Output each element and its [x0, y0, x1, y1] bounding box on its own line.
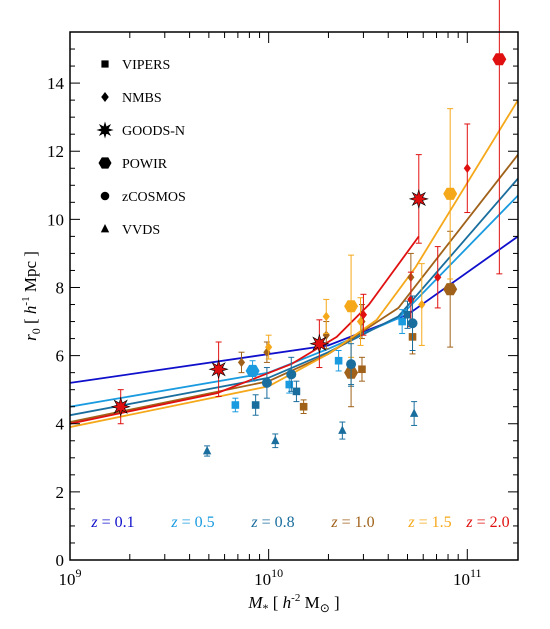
data-point-vipers [334, 356, 343, 365]
y-tick-label: 14 [47, 74, 65, 93]
data-point-nmbs [265, 342, 273, 352]
data-point-vipers [299, 402, 308, 411]
data-point-powir [344, 300, 359, 313]
axes-layer: 0 2 4 6 8 10 12 14 109 1010 1011 M* [ h-2 M⊙ ] r0 [ … [20, 31, 519, 615]
legend-label: VIPERS [122, 58, 170, 73]
plot-frame [69, 31, 519, 561]
data-point-powir [443, 283, 458, 296]
observations-layer [110, 0, 507, 457]
z-label: z = 0.1 [90, 514, 134, 531]
data-point-goods-n [208, 359, 229, 380]
z-label: z = 0.5 [170, 514, 214, 531]
data-point-vipers [231, 401, 240, 409]
data-point-vvds [202, 445, 212, 455]
data-point-vipers [403, 310, 412, 319]
legend-label: zCOSMOS [122, 190, 186, 205]
data-point-goods-n [309, 333, 330, 354]
y-axis-title: r0 [ h-1 Mpc ] [20, 251, 43, 341]
z-label: z = 2.0 [465, 514, 509, 531]
data-point-zcosmos [346, 359, 357, 370]
legend-label: GOODS-N [122, 124, 185, 139]
data-point-nmbs [434, 272, 442, 282]
x-tick-label: 109 [59, 566, 82, 589]
y-tick-label: 10 [47, 210, 64, 229]
legend-marker-goods-n [96, 121, 114, 139]
model-lines-layer [70, 99, 518, 428]
data-point-vipers [285, 380, 294, 389]
data-point-nmbs [359, 310, 368, 320]
legend-marker-nmbs [101, 92, 109, 102]
data-point-zcosmos [286, 369, 297, 380]
redshift-labels: z = 0.1 z = 0.5 z = 0.8 z = 1.0 z = 1.5 z = 2… [90, 514, 509, 531]
legend-marker-vipers [101, 60, 109, 68]
data-point-vipers [292, 387, 301, 396]
data-point-powir [492, 53, 507, 66]
data-point-powir [443, 187, 458, 200]
y-axis-title-group: r0 [ h-1 Mpc ] [20, 251, 43, 341]
data-point-vipers [358, 365, 366, 374]
data-point-nmbs [322, 311, 330, 322]
model-line-z-2-0 [70, 235, 420, 425]
model-line-z-1-5 [70, 99, 518, 428]
data-point-goods-n [110, 396, 131, 417]
data-point-vipers [251, 401, 260, 409]
legend-label: VVDS [122, 223, 160, 238]
y-tick-label: 4 [56, 415, 65, 434]
y-tick-label: 12 [47, 142, 64, 161]
data-point-zcosmos [261, 377, 272, 388]
y-tick-label: 0 [56, 551, 65, 570]
y-tick-label: 2 [56, 483, 65, 502]
z-label: z = 0.8 [250, 514, 294, 531]
z-label: z = 1.5 [407, 514, 451, 531]
z-label: z = 1.0 [330, 514, 374, 531]
x-tick-label: 1011 [453, 566, 482, 589]
data-point-nmbs [322, 330, 330, 340]
data-point-goods-n [408, 188, 429, 209]
y-tick-label: 8 [56, 278, 65, 297]
data-point-nmbs [418, 299, 426, 310]
data-point-vvds [271, 435, 280, 445]
legend: VIPERS NMBS GOODS-N POWIR zCOSMOS VVDS [96, 58, 186, 238]
legend-marker-vvds [100, 223, 110, 233]
data-point-vvds [409, 408, 419, 417]
x-axis-title: M* [ h-2 M⊙ ] [247, 592, 339, 615]
data-point-nmbs [356, 316, 365, 327]
data-point-vvds [338, 425, 347, 434]
x-tick-label: 1010 [254, 566, 283, 589]
data-point-nmbs [237, 357, 246, 368]
legend-marker-zcosmos [100, 191, 110, 201]
legend-label: POWIR [122, 157, 168, 172]
model-line-z-0-1 [70, 235, 518, 384]
y-tick-label: 6 [56, 347, 65, 366]
model-line-z-0-8 [70, 177, 518, 417]
data-point-zcosmos [407, 318, 418, 329]
legend-label: NMBS [122, 91, 162, 106]
data-point-vipers [398, 317, 406, 326]
data-point-nmbs [463, 163, 471, 173]
legend-marker-powir [98, 157, 112, 169]
data-point-powir [245, 364, 260, 377]
